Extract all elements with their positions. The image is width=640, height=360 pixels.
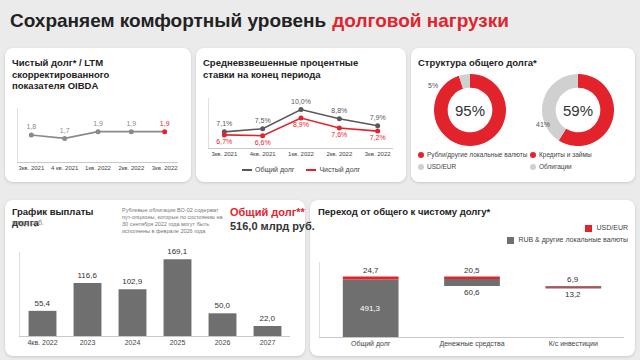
svg-text:41%: 41% [536, 121, 550, 128]
svg-text:8,8%: 8,8% [331, 107, 347, 114]
svg-text:4кв. 2021: 4кв. 2021 [250, 151, 276, 157]
svg-text:1кв. 2022: 1кв. 2022 [288, 151, 314, 157]
svg-text:7,6%: 7,6% [331, 131, 347, 138]
html-text:USD/EUR: USD/EUR [427, 163, 457, 170]
svg-text:22,0: 22,0 [259, 314, 275, 323]
svg-text:2026: 2026 [215, 339, 231, 346]
svg-text:60,6: 60,6 [464, 288, 480, 297]
svg-text:1,8: 1,8 [26, 123, 36, 130]
svg-text:2027: 2027 [260, 339, 276, 346]
svg-text:1,9: 1,9 [160, 120, 170, 127]
html-text:Структура общего долга*: Структура общего долга* [418, 57, 537, 68]
html-text:Рубли/другие локальные валюты: Рубли/другие локальные валюты [427, 151, 528, 158]
svg-text:95%: 95% [455, 102, 485, 119]
html-text:Кредиты и займы: Кредиты и займы [539, 151, 592, 158]
svg-text:10,0%: 10,0% [291, 98, 311, 105]
svg-text:55,4: 55,4 [34, 299, 50, 308]
svg-text:59%: 59% [563, 102, 593, 119]
html-text:Общий долг**: Общий долг** [230, 206, 305, 218]
svg-text:50,0: 50,0 [214, 301, 230, 310]
svg-text:1кв. 2022: 1кв. 2022 [85, 165, 111, 171]
svg-text:2024: 2024 [125, 339, 141, 346]
svg-text:4кв. 2022: 4кв. 2022 [27, 339, 57, 346]
svg-text:К/с инвестиции: К/с инвестиции [549, 340, 598, 348]
svg-text:1,9: 1,9 [93, 120, 103, 127]
html-text:Переход от общего к чистому до: Переход от общего к чистому долгу* [318, 206, 491, 217]
svg-text:8,9%: 8,9% [293, 121, 309, 128]
svg-text:3кв. 2022: 3кв. 2022 [365, 151, 391, 157]
svg-text:116,6: 116,6 [78, 271, 98, 280]
svg-text:13,2: 13,2 [565, 290, 581, 299]
svg-text:6,6%: 6,6% [255, 139, 271, 146]
html-text:млрд руб.: млрд руб. [12, 219, 44, 226]
svg-text:4 кв. 2021: 4 кв. 2021 [51, 165, 79, 171]
svg-text:24,7: 24,7 [363, 266, 379, 275]
svg-text:3кв. 2021: 3кв. 2021 [211, 151, 237, 157]
html-text:Общий долг: Общий долг [255, 166, 295, 173]
svg-text:2кв. 2022: 2кв. 2022 [326, 151, 352, 157]
svg-text:20,5: 20,5 [464, 266, 480, 275]
html-text:Средневзвешенные процентные ст: Средневзвешенные процентные ставки на ко… [203, 57, 359, 80]
html-text:Рублевые облигации ВО-02 содер: Рублевые облигации ВО-02 содержат пут-оп… [122, 207, 223, 234]
svg-text:2023: 2023 [80, 339, 96, 346]
svg-text:3кв. 2022: 3кв. 2022 [152, 165, 178, 171]
svg-text:6,7%: 6,7% [216, 138, 232, 145]
html-text:График выплаты долга: График выплаты долга [12, 206, 94, 228]
svg-text:2кв. 2022: 2кв. 2022 [118, 165, 144, 171]
svg-text:1,9: 1,9 [126, 120, 136, 127]
svg-text:5%: 5% [428, 82, 438, 89]
html-text:Чистый долг: Чистый долг [319, 166, 360, 173]
html-text:Облигации: Облигации [539, 163, 572, 170]
html-text:Чистый долг* / LTM скорректиро: Чистый долг* / LTM скорректированного по… [12, 57, 110, 91]
svg-text:7,9%: 7,9% [370, 114, 386, 121]
svg-text:491,3: 491,3 [360, 304, 381, 313]
svg-text:169,1: 169,1 [167, 247, 188, 256]
svg-text:3кв. 2021: 3кв. 2021 [18, 165, 44, 171]
svg-text:Денежные средства: Денежные средства [439, 340, 504, 348]
svg-text:102,9: 102,9 [122, 277, 143, 286]
svg-text:1,7: 1,7 [60, 127, 70, 134]
svg-text:7,1%: 7,1% [216, 120, 232, 127]
svg-text:6,9: 6,9 [567, 275, 579, 284]
svg-text:2025: 2025 [170, 339, 186, 346]
svg-text:Общий долг: Общий долг [351, 340, 391, 348]
html-text:RUB & другие локальные валюты: RUB & другие локальные валюты [518, 236, 628, 243]
svg-text:7,2%: 7,2% [370, 134, 386, 141]
html-text:Сохраняем комфортный уровень д: Сохраняем комфортный уровень долговой на… [10, 10, 509, 31]
html-text:516,0 млрд руб.: 516,0 млрд руб. [230, 220, 315, 232]
svg-text:7,5%: 7,5% [255, 117, 271, 124]
html-text:USD/EUR: USD/EUR [596, 224, 628, 231]
